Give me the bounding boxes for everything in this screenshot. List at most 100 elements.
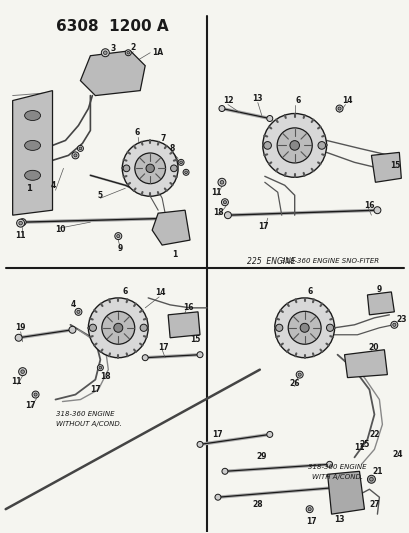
Circle shape	[220, 181, 223, 184]
Text: 15: 15	[389, 161, 400, 170]
Text: 5: 5	[98, 191, 103, 200]
Circle shape	[373, 207, 380, 214]
Circle shape	[19, 219, 26, 225]
Circle shape	[79, 147, 81, 150]
Circle shape	[125, 50, 131, 56]
Text: 16: 16	[363, 201, 374, 209]
Text: 26: 26	[289, 379, 299, 388]
Circle shape	[77, 146, 83, 151]
Text: 22: 22	[368, 430, 379, 439]
Circle shape	[326, 462, 332, 467]
Circle shape	[18, 368, 27, 376]
Text: 4: 4	[51, 181, 56, 190]
Text: 13: 13	[333, 515, 344, 523]
Circle shape	[171, 215, 178, 222]
Polygon shape	[152, 210, 190, 245]
Circle shape	[197, 352, 202, 358]
Circle shape	[97, 365, 103, 370]
Circle shape	[21, 370, 25, 374]
Text: 13: 13	[252, 94, 263, 103]
Text: 11: 11	[210, 188, 221, 197]
Circle shape	[326, 324, 333, 332]
Circle shape	[392, 323, 395, 326]
Text: 10: 10	[55, 224, 65, 233]
Circle shape	[218, 179, 225, 186]
Text: 3: 3	[110, 44, 116, 53]
Text: 12: 12	[222, 96, 233, 105]
Circle shape	[72, 152, 79, 159]
Circle shape	[221, 469, 227, 474]
Polygon shape	[13, 91, 52, 215]
Circle shape	[317, 142, 325, 149]
Circle shape	[117, 235, 119, 238]
Circle shape	[17, 219, 25, 227]
Text: 7: 7	[160, 134, 165, 143]
Circle shape	[19, 221, 22, 225]
Text: 17: 17	[90, 385, 101, 394]
Text: 2: 2	[130, 43, 135, 52]
Circle shape	[179, 161, 182, 164]
Circle shape	[336, 484, 342, 490]
Circle shape	[275, 324, 282, 332]
Circle shape	[122, 140, 178, 196]
Circle shape	[307, 507, 310, 511]
Text: 6308  1200 A: 6308 1200 A	[55, 19, 168, 34]
Text: 318-360 ENGINE: 318-360 ENGINE	[55, 411, 114, 417]
Text: 6: 6	[122, 287, 128, 296]
Circle shape	[32, 391, 39, 398]
Circle shape	[69, 326, 76, 333]
Circle shape	[101, 49, 109, 56]
Text: 9: 9	[117, 244, 123, 253]
Circle shape	[276, 128, 312, 163]
Text: 9: 9	[376, 285, 381, 294]
Text: 6: 6	[306, 287, 312, 296]
Circle shape	[75, 309, 82, 316]
Circle shape	[218, 106, 225, 111]
Polygon shape	[327, 471, 364, 514]
Circle shape	[263, 142, 271, 149]
Text: 23: 23	[395, 316, 406, 324]
Circle shape	[224, 212, 231, 219]
Circle shape	[15, 334, 22, 341]
Ellipse shape	[25, 140, 40, 150]
Text: 16: 16	[182, 303, 193, 312]
Circle shape	[115, 232, 121, 240]
Text: 17: 17	[212, 430, 223, 439]
Circle shape	[223, 200, 226, 204]
Circle shape	[183, 169, 189, 175]
Text: 18: 18	[100, 372, 110, 381]
Text: 17: 17	[258, 222, 268, 231]
Circle shape	[184, 171, 187, 174]
Circle shape	[178, 159, 184, 165]
Text: 8: 8	[169, 144, 174, 153]
Text: 1: 1	[172, 249, 177, 259]
Circle shape	[89, 324, 96, 332]
Circle shape	[262, 114, 326, 177]
Circle shape	[337, 107, 340, 110]
Text: 318-360 ENGINE SNO-FITER: 318-360 ENGINE SNO-FITER	[280, 258, 378, 264]
Polygon shape	[168, 312, 200, 338]
Text: 21: 21	[371, 467, 382, 476]
Text: 14: 14	[342, 96, 352, 105]
Text: 17: 17	[25, 401, 36, 410]
Circle shape	[366, 475, 375, 483]
Ellipse shape	[25, 110, 40, 120]
Polygon shape	[371, 152, 400, 182]
Circle shape	[34, 393, 37, 396]
Circle shape	[335, 105, 342, 112]
Text: 11: 11	[11, 377, 22, 386]
Circle shape	[135, 153, 165, 184]
Circle shape	[274, 298, 334, 358]
Text: 29: 29	[256, 452, 266, 461]
Polygon shape	[344, 350, 387, 377]
Text: 1: 1	[26, 184, 31, 193]
Text: WITHOUT A/COND.: WITHOUT A/COND.	[55, 422, 121, 427]
Circle shape	[76, 310, 80, 313]
Circle shape	[99, 366, 101, 369]
Text: 27: 27	[368, 500, 379, 508]
Circle shape	[299, 324, 308, 332]
Text: 11: 11	[16, 231, 26, 240]
Ellipse shape	[25, 171, 40, 180]
Circle shape	[266, 431, 272, 438]
Circle shape	[146, 164, 154, 173]
